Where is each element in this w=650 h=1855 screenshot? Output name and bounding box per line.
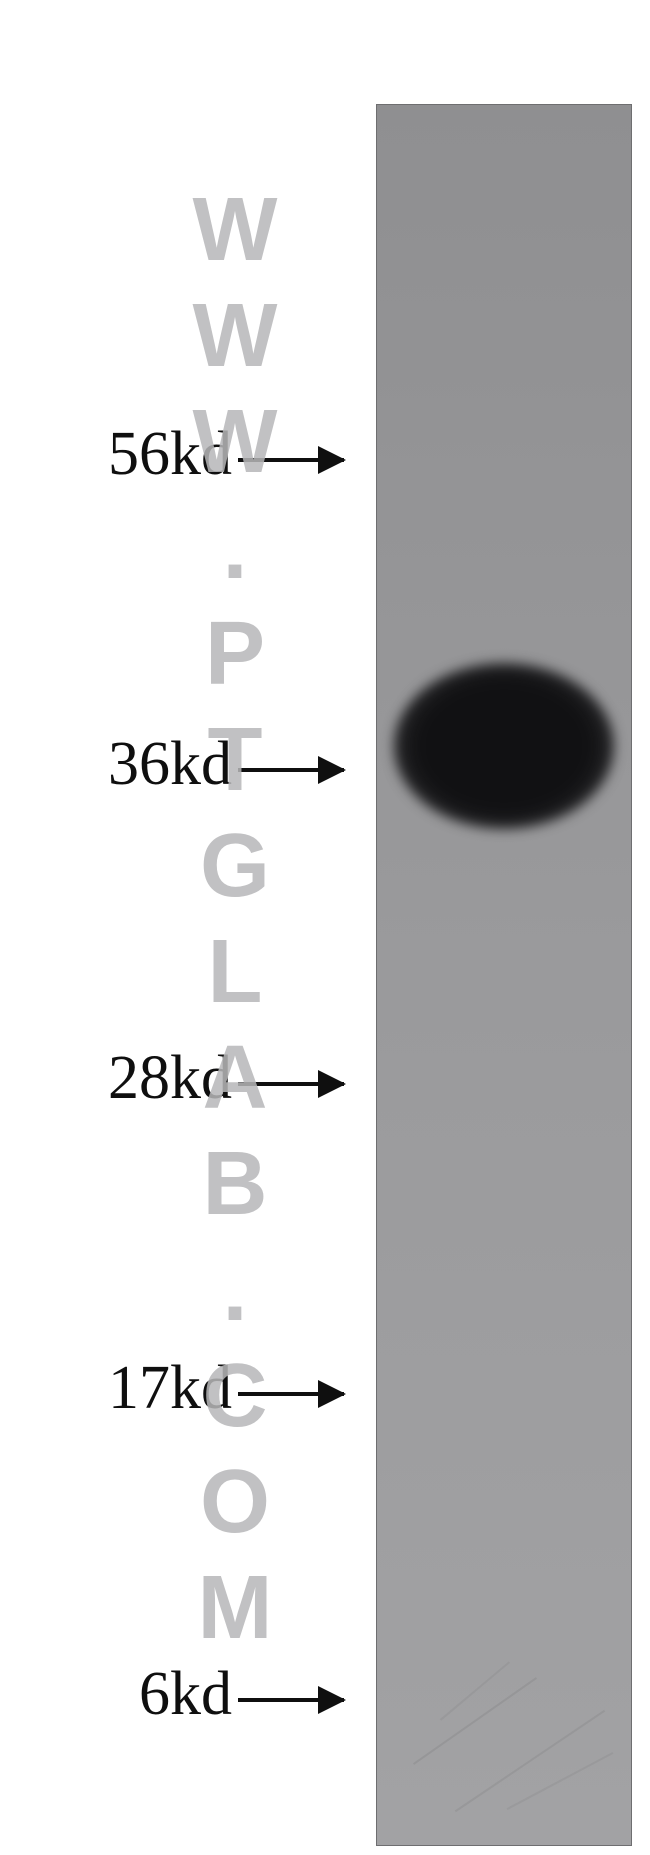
- watermark-text: WWW.PTGLAB.COM: [183, 180, 286, 1664]
- marker-label: 6kd: [139, 1663, 232, 1725]
- blot-figure: 56kd36kd28kd17kd6kd WWW.PTGLAB.COM: [0, 0, 650, 1855]
- marker-arrow: [238, 1698, 344, 1702]
- blot-lane: [376, 104, 632, 1846]
- protein-band: [394, 663, 614, 829]
